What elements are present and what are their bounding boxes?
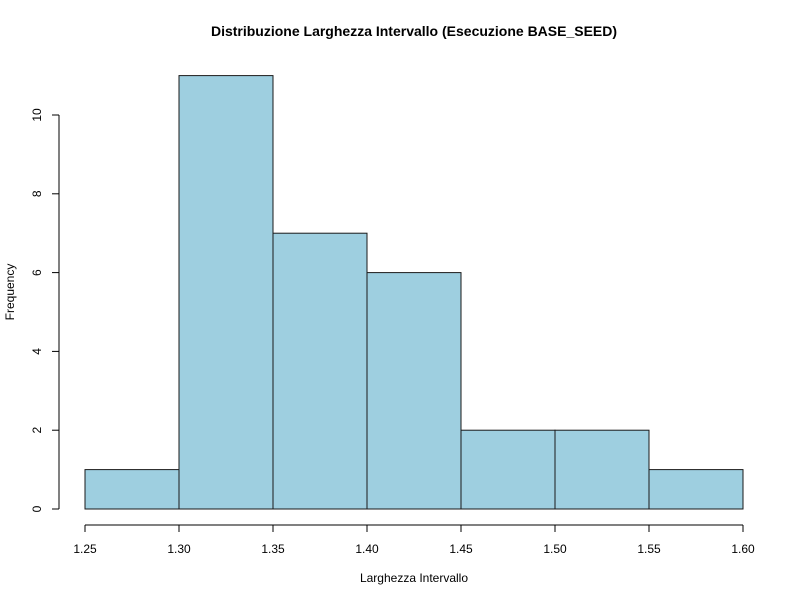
y-tick-label: 10 — [30, 108, 44, 122]
bars-group — [84, 75, 744, 510]
histogram-bar — [366, 272, 462, 510]
x-tick-label: 1.30 — [167, 542, 191, 556]
histogram-bar — [554, 429, 650, 510]
histogram-bar — [178, 75, 274, 510]
y-axis: 0 2 4 6 8 10 — [30, 108, 60, 512]
chart-title: Distribuzione Larghezza Intervallo (Esec… — [211, 23, 617, 39]
histogram-bar — [84, 469, 180, 510]
x-tick-label: 1.55 — [637, 542, 661, 556]
x-axis: 1.25 1.30 1.35 1.40 1.45 1.50 1.55 1.60 — [73, 524, 755, 556]
x-tick-label: 1.45 — [449, 542, 473, 556]
y-tick-label: 8 — [30, 190, 44, 197]
y-tick-label: 4 — [30, 348, 44, 355]
y-tick-label: 6 — [30, 269, 44, 276]
histogram-bar — [460, 429, 556, 510]
y-axis-label: Frequency — [3, 264, 17, 321]
y-tick-label: 2 — [30, 427, 44, 434]
histogram-bar — [272, 232, 368, 510]
x-tick-label: 1.25 — [73, 542, 97, 556]
x-tick-label: 1.60 — [731, 542, 755, 556]
histogram-bar — [648, 469, 744, 510]
x-tick-label: 1.50 — [543, 542, 567, 556]
x-axis-label: Larghezza Intervallo — [360, 571, 468, 585]
x-tick-label: 1.40 — [355, 542, 379, 556]
x-tick-label: 1.35 — [261, 542, 285, 556]
y-tick-label: 0 — [30, 505, 44, 512]
